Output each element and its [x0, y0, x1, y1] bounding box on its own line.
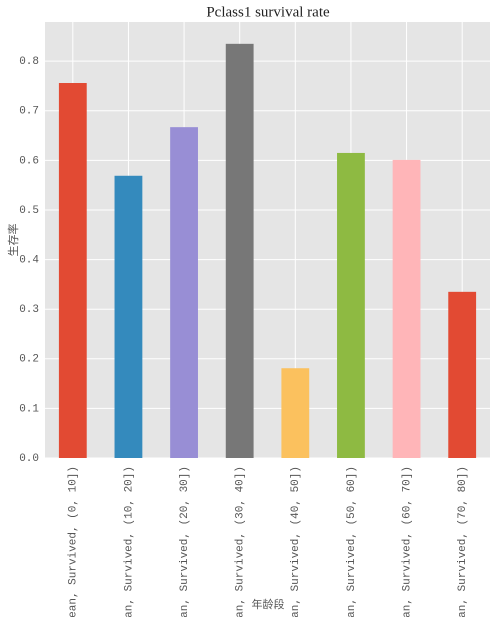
bar: [281, 368, 310, 458]
bar: [225, 43, 254, 459]
y-tick-label: 0.4: [19, 254, 39, 266]
x-tick-label: (mean, Survived, (10, 20]): [123, 466, 135, 617]
y-tick-label: 0.3: [19, 304, 39, 316]
x-tick-label: (mean, Survived, (60, 70]): [401, 466, 413, 617]
y-tick-label: 0.7: [19, 106, 39, 118]
bar: [114, 175, 143, 459]
x-tick-label: (mean, Survived, (40, 50]): [290, 466, 302, 617]
bar: [170, 127, 198, 459]
bar: [58, 83, 87, 458]
x-tick-label: (mean, Survived, (30, 40]): [235, 466, 247, 617]
y-tick-label: 0.0: [19, 453, 39, 465]
y-tick-label: 0.1: [19, 403, 39, 415]
bar: [337, 152, 365, 459]
x-tick-label: (mean, Survived, (70, 80]): [457, 466, 469, 617]
y-tick-label: 0.6: [19, 155, 39, 167]
chart-title: Pclass1 survival rate: [206, 4, 330, 20]
plot-area: [45, 22, 490, 458]
x-tick-label: (mean, Survived, (0, 10]): [68, 466, 80, 617]
x-tick-label: (mean, Survived, (50, 60]): [346, 466, 358, 617]
y-tick-label: 0.5: [19, 205, 39, 217]
bar: [448, 291, 477, 458]
y-axis-label: 生存率: [6, 224, 21, 257]
x-tick-label: (mean, Survived, (20, 30]): [179, 466, 191, 617]
x-axis-label: 年龄段: [252, 597, 285, 612]
bar: [392, 159, 421, 458]
y-tick-label: 0.2: [19, 354, 39, 366]
y-tick-label: 0.8: [19, 56, 39, 68]
